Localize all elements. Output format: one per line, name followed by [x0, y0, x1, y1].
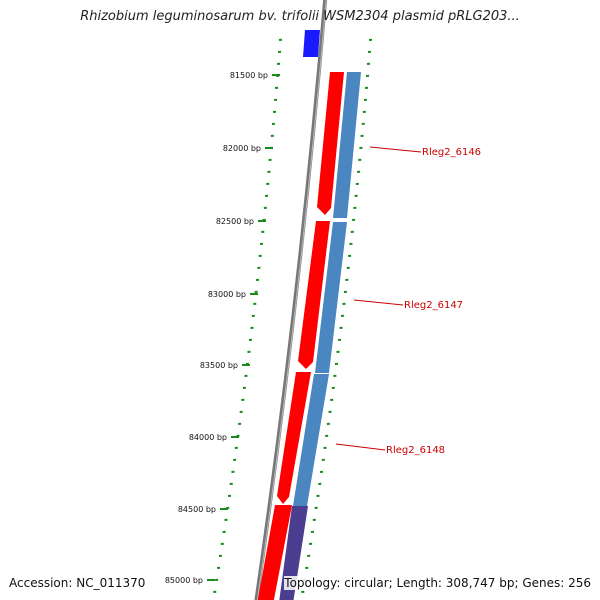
scale-tick-label: 83000 bp — [208, 290, 246, 299]
scale-tick-label: 85000 bp — [165, 576, 203, 585]
scale-tick-label: 82000 bp — [223, 144, 261, 153]
reverse-cds-2 — [315, 222, 347, 373]
summary-label: Topology: circular; Length: 308,747 bp; … — [284, 576, 591, 590]
scale-tick-label: 83500 bp — [200, 361, 238, 370]
scale-ticks: 81500 bp 82000 bp 82500 bp 83000 bp 83500 bp… — [165, 71, 280, 585]
reverse-cds-3 — [293, 374, 329, 506]
forward-cds-3 — [277, 372, 311, 504]
accession-label: Accession: NC_011370 — [9, 576, 146, 590]
gene-leader-line — [335, 443, 386, 451]
gene-label: Rleg2_6148 — [386, 445, 445, 456]
outer-dotted-ring — [301, 38, 373, 593]
scale-tick-label: 82500 bp — [216, 217, 254, 226]
forward-cds-4 — [257, 505, 292, 600]
top-feature-block — [303, 30, 320, 57]
gene-label: Rleg2_6146 — [422, 147, 481, 158]
gene-leader-line — [353, 299, 404, 306]
forward-cds-2 — [298, 221, 330, 369]
backbone-circle — [254, 0, 328, 600]
scale-tick-label: 81500 bp — [230, 71, 268, 80]
map-title: Rhizobium leguminosarum bv. trifolii WSM… — [80, 9, 520, 24]
scale-tick-label: 84500 bp — [178, 505, 216, 514]
gene-labels: Rleg2_6146 Rleg2_6147 Rleg2_6148 — [335, 146, 481, 456]
reverse-cds-1 — [333, 72, 361, 218]
scale-tick-label: 84000 bp — [189, 433, 227, 442]
gene-leader-line — [369, 146, 422, 153]
gene-label: Rleg2_6147 — [404, 300, 463, 311]
forward-cds-1 — [317, 72, 344, 215]
